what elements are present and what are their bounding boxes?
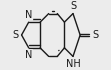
Text: S: S [92, 30, 98, 40]
Text: N: N [25, 10, 32, 20]
Text: S: S [13, 30, 19, 40]
Text: NH: NH [66, 59, 80, 69]
Text: N: N [25, 50, 32, 60]
Text: S: S [70, 1, 76, 11]
